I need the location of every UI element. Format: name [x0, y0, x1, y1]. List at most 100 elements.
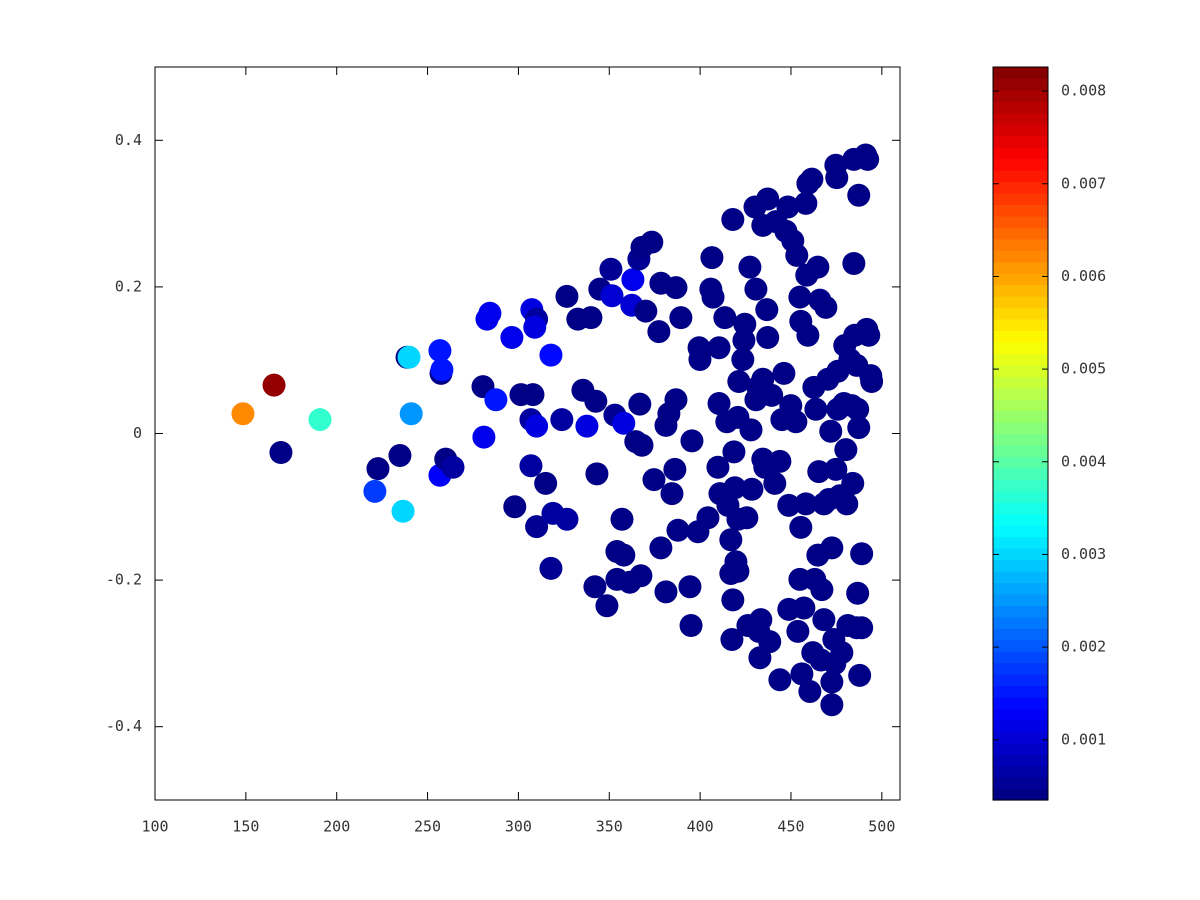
- scatter-point: [366, 457, 390, 481]
- colorbar-band: [993, 502, 1048, 515]
- scatter-point: [824, 457, 848, 481]
- colorbar-band: [993, 261, 1048, 274]
- colorbar-tick-label: 0.002: [1061, 638, 1106, 656]
- colorbar-band: [993, 467, 1048, 480]
- colorbar-band: [993, 685, 1048, 698]
- colorbar-band: [993, 513, 1048, 526]
- colorbar-band: [993, 192, 1048, 206]
- colorbar-band: [993, 696, 1048, 709]
- scatter-point: [776, 195, 800, 219]
- scatter-point: [800, 167, 824, 191]
- scatter-point: [807, 460, 831, 484]
- scatter-point: [441, 455, 465, 479]
- colorbar-band: [993, 731, 1048, 744]
- scatter-point: [262, 373, 286, 397]
- scatter-point: [740, 477, 764, 501]
- scatter-point: [640, 230, 664, 254]
- scatter-point: [397, 345, 421, 369]
- scatter-point: [760, 383, 784, 407]
- scatter-point: [788, 285, 812, 309]
- colorbar-band: [993, 124, 1048, 137]
- colorbar-band: [993, 399, 1048, 412]
- scatter-point: [363, 479, 387, 503]
- colorbar-band: [993, 525, 1048, 538]
- scatter-point: [784, 410, 808, 434]
- colorbar-band: [993, 112, 1048, 125]
- scatter-point: [680, 429, 704, 453]
- colorbar-band: [993, 78, 1048, 91]
- scatter-point: [519, 454, 543, 478]
- colorbar-band: [993, 147, 1048, 160]
- scatter-point: [721, 588, 745, 612]
- scatter-point: [713, 306, 737, 330]
- colorbar-tick-label: 0.001: [1061, 730, 1106, 748]
- colorbar-tick-label: 0.005: [1061, 360, 1106, 378]
- scatter-point: [841, 471, 865, 495]
- scatter-point: [634, 299, 658, 323]
- scatter-point: [630, 433, 654, 457]
- colorbar-band: [993, 582, 1048, 595]
- scatter-point: [696, 506, 720, 530]
- colorbar-band: [993, 376, 1048, 389]
- scatter-point: [722, 440, 746, 464]
- scatter-point: [523, 315, 547, 339]
- colorbar-band: [993, 215, 1048, 228]
- scatter-point: [820, 536, 844, 560]
- axes: 100 150 200 250 300 350 400 450 500 -0.4 -0.2 0 0.2 0…: [106, 67, 1106, 836]
- scatter-points: [231, 143, 884, 717]
- scatter-point: [575, 414, 599, 438]
- colorbar-band: [993, 181, 1048, 194]
- y-tick-label: -0.4: [106, 717, 142, 735]
- scatter-point: [820, 670, 844, 694]
- scatter-point: [706, 455, 730, 479]
- x-tick-label: 400: [687, 818, 714, 836]
- scatter-point: [789, 515, 813, 539]
- colorbar-tick-label: 0.008: [1061, 82, 1106, 100]
- scatter-point: [850, 616, 874, 640]
- colorbar-tick-label: 0.006: [1061, 267, 1106, 285]
- scatter-point: [430, 358, 454, 382]
- colorbar-band: [993, 719, 1048, 732]
- scatter-point: [521, 383, 545, 407]
- colorbar-band: [993, 777, 1048, 790]
- colorbar-band: [993, 341, 1048, 354]
- colorbar-band: [993, 444, 1048, 458]
- scatter-point: [500, 325, 524, 349]
- scatter-point: [835, 492, 859, 516]
- scatter-point: [825, 166, 849, 190]
- colorbar-band: [993, 559, 1048, 572]
- x-tick-label: 200: [323, 818, 350, 836]
- y-tick-label: -0.2: [106, 571, 142, 589]
- scatter-point: [857, 323, 881, 347]
- scatter-point: [796, 323, 820, 347]
- scatter-point: [664, 388, 688, 412]
- scatter-point: [727, 369, 751, 393]
- x-tick-label: 150: [232, 818, 259, 836]
- scatter-point: [820, 693, 844, 717]
- colorbar-band: [993, 364, 1048, 377]
- scatter-point: [720, 627, 744, 651]
- scatter-point: [484, 388, 508, 412]
- colorbar-band: [993, 330, 1048, 343]
- colorbar-band: [993, 490, 1048, 503]
- scatter-point: [308, 408, 332, 432]
- scatter-point: [785, 243, 809, 267]
- scatter-point: [731, 347, 755, 371]
- colorbar-band: [993, 307, 1048, 320]
- scatter-point: [664, 276, 688, 300]
- scatter-point: [804, 397, 828, 421]
- colorbar-band: [993, 273, 1048, 286]
- scatter-point: [628, 392, 652, 416]
- colorbar-band: [993, 548, 1048, 561]
- colorbar-band: [993, 616, 1048, 629]
- colorbar-band: [993, 353, 1048, 366]
- x-tick-label: 500: [868, 818, 895, 836]
- colorbar-band: [993, 158, 1048, 171]
- scatter-point: [723, 476, 747, 500]
- scatter-point: [539, 343, 563, 367]
- scatter-point: [649, 536, 673, 560]
- scatter-point: [595, 594, 619, 618]
- scatter-point: [777, 493, 801, 517]
- plot-frame: [154, 66, 901, 801]
